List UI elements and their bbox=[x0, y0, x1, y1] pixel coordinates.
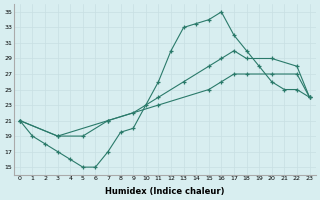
X-axis label: Humidex (Indice chaleur): Humidex (Indice chaleur) bbox=[105, 187, 224, 196]
